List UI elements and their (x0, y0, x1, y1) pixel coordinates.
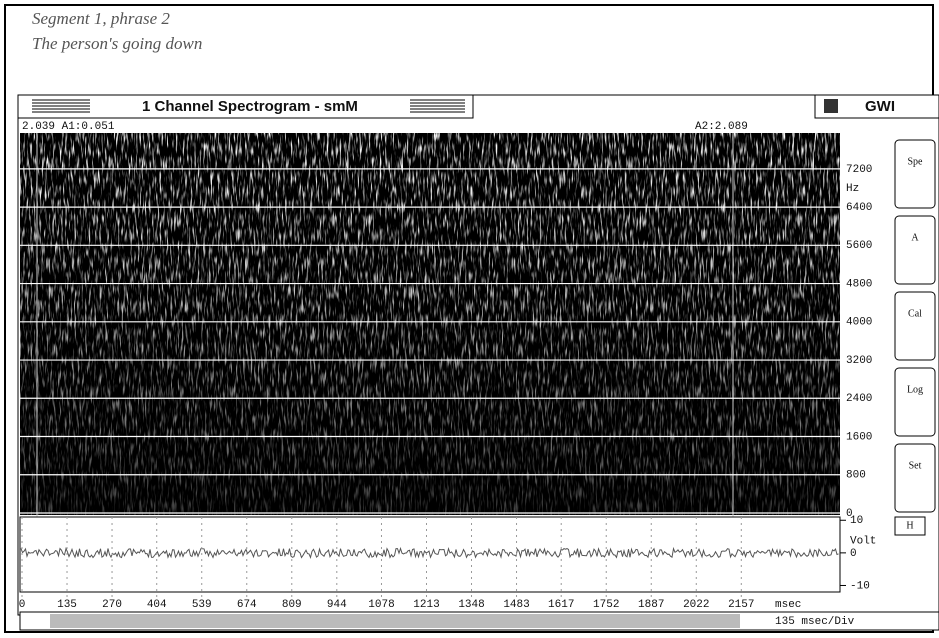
x-tick-label: 1348 (458, 599, 484, 611)
x-tick-label: 2157 (728, 599, 754, 611)
x-tick-label: 674 (237, 599, 257, 611)
badge-icon (824, 99, 838, 113)
unit-label: Hz (846, 183, 859, 195)
readout: 2.039 A1:0.051 (22, 121, 115, 133)
y-tick-label: 7200 (846, 164, 872, 176)
x-tick-label: 809 (282, 599, 302, 611)
note: The person's going down (32, 34, 202, 53)
x-tick-label: 944 (327, 599, 347, 611)
x-tick-label: 1213 (413, 599, 439, 611)
side-button[interactable] (894, 367, 936, 437)
title-stripes (32, 99, 465, 113)
x-tick-label: 1752 (593, 599, 619, 611)
y-tick-label: 4000 (846, 317, 872, 329)
readout: A2:2.089 (695, 121, 748, 133)
side-button-label: Set (909, 460, 922, 471)
x-tick-label: 2022 (683, 599, 709, 611)
scroll-track[interactable] (50, 614, 740, 628)
y-tick-label: 3200 (846, 355, 872, 367)
x-tick-label: 135 (57, 599, 77, 611)
side-button[interactable] (894, 291, 936, 361)
unit-label: msec (775, 599, 801, 611)
note: Segment 1, phrase 2 (32, 9, 170, 28)
h-button-label: H (906, 520, 913, 531)
badge: GWI (865, 98, 895, 115)
x-tick-label: 1887 (638, 599, 664, 611)
y-tick-label: 6400 (846, 202, 872, 214)
y-tick-label: 0 (846, 508, 853, 520)
x-tick-label: 1617 (548, 599, 574, 611)
side-button[interactable] (894, 215, 936, 285)
x-tick-label: 0 (19, 599, 26, 611)
y-tick-label: 5600 (846, 240, 872, 252)
x-tick-label: 404 (147, 599, 167, 611)
spectrogram-energy (20, 133, 840, 515)
y-tick-label: 4800 (846, 278, 872, 290)
h-button[interactable] (894, 516, 926, 536)
side-button-label: A (911, 232, 919, 243)
side-button-label: Log (907, 384, 923, 395)
y-tick-label: 0 (850, 548, 857, 560)
y-tick-label: -10 (850, 580, 870, 592)
time-axis (20, 598, 840, 610)
y-tick-label: 10 (850, 515, 863, 527)
window-title: 1 Channel Spectrogram - smM (142, 98, 358, 115)
time-scale: 135 msec/Div (775, 616, 855, 628)
x-tick-label: 1078 (368, 599, 394, 611)
y-tick-label: 1600 (846, 431, 872, 443)
badge-box[interactable] (814, 94, 939, 119)
side-button-label: Spe (908, 156, 924, 167)
y-tick-label: 800 (846, 470, 866, 482)
x-tick-label: 1483 (503, 599, 529, 611)
side-button[interactable] (894, 139, 936, 209)
x-tick-label: 270 (102, 599, 122, 611)
y-tick-label: 2400 (846, 393, 872, 405)
side-button-label: Cal (908, 308, 922, 319)
title-bar[interactable] (17, 94, 474, 119)
side-button[interactable] (894, 443, 936, 513)
unit-label: Volt (850, 535, 876, 547)
waveform-trace (20, 546, 839, 559)
x-tick-label: 539 (192, 599, 212, 611)
